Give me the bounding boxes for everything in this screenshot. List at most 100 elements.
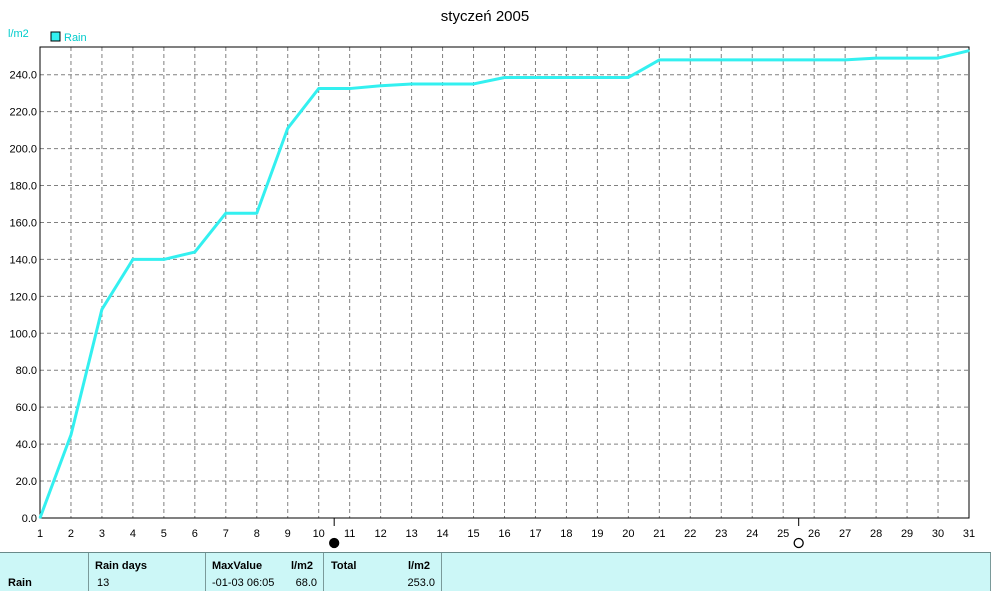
x-tick-label: 4 <box>130 528 136 540</box>
maxvalue-value: 68.0 <box>295 577 317 589</box>
data-point <box>751 59 754 61</box>
data-point <box>534 76 537 79</box>
x-tick-label: 7 <box>223 528 229 540</box>
summary-empty-cell <box>442 553 991 591</box>
x-tick-label: 5 <box>161 528 167 540</box>
data-point <box>286 127 289 130</box>
total-unit: l/m2 <box>408 560 431 572</box>
data-point <box>844 59 846 61</box>
summary-row-label-cell: Rain <box>0 553 89 591</box>
plot-frame <box>39 46 970 519</box>
data-point <box>255 212 258 215</box>
y-tick-label: 100.0 <box>9 328 37 340</box>
x-tick-label: 17 <box>529 528 541 540</box>
data-point <box>441 83 444 85</box>
x-tick-label: 10 <box>313 528 325 540</box>
total-value: 253.0 <box>407 577 435 589</box>
y-tick-label: 240.0 <box>9 70 37 82</box>
axes <box>39 46 970 519</box>
x-tick-label: 2 <box>68 528 74 540</box>
x-tick-label: 21 <box>653 528 665 540</box>
rain-days-label: Rain days <box>95 560 147 572</box>
x-tick-label: 18 <box>560 528 572 540</box>
x-tick-label: 6 <box>192 528 198 540</box>
y-tick-label: 20.0 <box>16 476 37 488</box>
x-tick-label: 1 <box>37 528 43 540</box>
x-tick-label: 8 <box>254 528 260 540</box>
x-tick-label: 13 <box>405 528 417 540</box>
full-moon-icon <box>329 537 340 549</box>
x-tick-label: 30 <box>932 528 944 540</box>
y-tick-label: 160.0 <box>9 217 37 229</box>
x-tick-label: 31 <box>963 528 975 540</box>
maxvalue-date: -01-03 06:05 <box>212 577 275 589</box>
data-point <box>410 83 413 85</box>
y-tick-label: 120.0 <box>9 291 37 303</box>
y-tick-label: 80.0 <box>16 365 37 377</box>
y-tick-label: 180.0 <box>9 181 37 193</box>
maxvalue-unit: l/m2 <box>291 560 314 572</box>
y-tick-label: 200.0 <box>9 144 37 156</box>
y-tick-label: 0.0 <box>22 513 37 525</box>
data-point <box>968 49 970 52</box>
x-tick-label: 22 <box>684 528 696 540</box>
data-point <box>720 59 723 61</box>
x-tick-label: 27 <box>839 528 851 540</box>
maxvalue-cell: MaxValue l/m2 -01-03 06:05 68.0 <box>206 553 324 591</box>
data-point <box>658 59 661 61</box>
data-point <box>379 84 382 87</box>
data-point <box>782 59 784 61</box>
x-tick-label: 12 <box>375 528 387 540</box>
y-tick-label: 140.0 <box>9 254 37 266</box>
data-point <box>596 76 599 79</box>
data-point <box>875 57 877 59</box>
data-point <box>132 258 134 261</box>
data-point <box>627 76 630 79</box>
x-tick-label: 24 <box>746 528 758 540</box>
x-tick-label: 23 <box>715 528 727 540</box>
x-tick-label: 9 <box>285 528 291 540</box>
data-point <box>348 87 351 90</box>
data-point <box>472 83 475 85</box>
rain-days-value: 13 <box>97 577 110 589</box>
data-point <box>39 517 41 519</box>
legend-label: Rain <box>64 32 87 44</box>
legend-swatch <box>50 31 61 42</box>
y-tick-label: 60.0 <box>16 402 37 414</box>
series-layer <box>38 49 970 519</box>
tick-labels: 1 2 3 4 5 6 7 8 9 10 11 12 13 14 15 16 17 18 19 20 21 22 23 24 2… <box>9 70 975 540</box>
x-tick-label: 29 <box>901 528 913 540</box>
data-point <box>70 434 72 436</box>
rain-days-cell: Rain days 13 <box>89 553 206 591</box>
x-tick-label: 11 <box>344 528 355 540</box>
grid <box>40 47 969 518</box>
rain-chart: styczeń 2005 l/m2 Rain 1 2 3 4 5 6 7 8 9 10 11 12 13… <box>8 8 975 549</box>
total-cell: Total l/m2 253.0 <box>324 553 442 591</box>
x-tick-label: 26 <box>808 528 820 540</box>
x-tick-label: 20 <box>622 528 634 540</box>
y-tick-label: 220.0 <box>9 107 37 119</box>
data-point <box>163 258 165 261</box>
total-label: Total <box>331 560 357 572</box>
data-point <box>101 308 103 311</box>
data-point <box>906 57 908 59</box>
x-tick-label: 28 <box>870 528 882 540</box>
data-point <box>937 57 939 59</box>
y-tick-label: 40.0 <box>16 439 37 451</box>
moon-phase-markers <box>329 518 804 549</box>
x-tick-label: 3 <box>99 528 105 540</box>
data-point <box>565 76 568 79</box>
maxvalue-label: MaxValue <box>212 560 263 572</box>
chart-title: styczeń 2005 <box>441 8 529 25</box>
x-tick-label: 25 <box>777 528 789 540</box>
data-point <box>503 76 506 79</box>
new-moon-icon <box>793 537 804 549</box>
x-tick-label: 15 <box>467 528 479 540</box>
summary-row-label: Rain <box>8 577 32 589</box>
x-tick-label: 16 <box>498 528 510 540</box>
data-point <box>225 212 227 215</box>
data-point <box>689 59 692 61</box>
x-tick-label: 19 <box>591 528 603 540</box>
data-point <box>194 251 196 253</box>
data-point <box>317 87 320 90</box>
